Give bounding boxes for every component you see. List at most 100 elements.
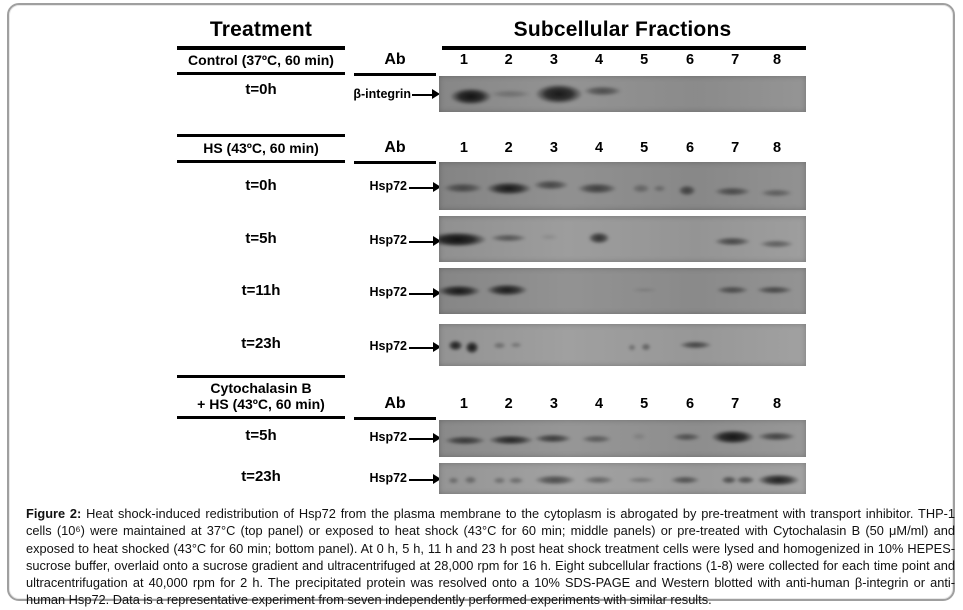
blot-hs-t5: [439, 216, 806, 262]
protein-band: [464, 340, 480, 354]
lane-number-4: 4: [594, 52, 604, 68]
figure-caption: Figure 2: Heat shock-induced redistribut…: [26, 505, 955, 609]
lane-number-3: 3: [549, 396, 558, 412]
protein-band: [463, 476, 477, 485]
lane-numbers-row-hs: 1 2 3 4 5 6 7 8: [439, 140, 806, 157]
ab-underline-hs: [354, 161, 436, 164]
protein-band: [631, 288, 658, 293]
hsp72-label-hs-t0: Hsp72: [369, 179, 407, 193]
protein-band: [716, 286, 750, 295]
protein-band: [714, 187, 751, 197]
blot-hs-t0: [439, 162, 806, 210]
protein-band: [627, 343, 636, 351]
blot-hs-t11: [439, 268, 806, 314]
protein-band: [485, 284, 528, 297]
protein-band: [535, 84, 583, 104]
protein-band: [736, 476, 755, 485]
lane-number-5: 5: [640, 52, 649, 68]
treatment-header-underline: [177, 46, 345, 50]
protein-band: [450, 88, 493, 106]
protein-band: [539, 233, 559, 240]
lane-number-6: 6: [685, 396, 695, 412]
hsp72-arrow-icon-hs-t0: [409, 182, 441, 192]
protein-band: [442, 183, 484, 194]
hs-label-underline: [177, 160, 345, 163]
lane-number-6: 6: [685, 140, 695, 156]
lane-number-7: 7: [731, 140, 740, 156]
protein-band: [641, 343, 652, 352]
hsp72-arrow-icon-hs-t23: [409, 342, 441, 352]
ab-header-hs: Ab: [384, 139, 406, 156]
ab-underline-control: [354, 73, 436, 76]
protein-band: [448, 476, 460, 484]
hsp72-arrow-icon-cyto-t23: [409, 474, 441, 484]
protein-band: [757, 474, 800, 487]
blot-hs-t23: [439, 324, 806, 366]
protein-band: [439, 285, 482, 297]
cyto-label-underline: [177, 416, 345, 419]
lane-number-7: 7: [731, 52, 740, 68]
hsp72-label-cyto-t23: Hsp72: [369, 471, 407, 485]
protein-band: [757, 432, 796, 442]
cyto-label-overline: [177, 375, 345, 378]
protein-band: [583, 476, 615, 485]
protein-band: [576, 182, 617, 194]
hsp72-arrow-icon-hs-t5: [409, 236, 441, 246]
cyto-t5-time-label: t=5h: [245, 427, 277, 444]
protein-band: [756, 286, 794, 295]
figure-caption-text: Heat shock-induced redistribution of Hsp…: [26, 506, 955, 608]
treatment-header: Treatment: [209, 18, 313, 41]
control-t0-time-label: t=0h: [245, 81, 277, 98]
protein-band: [448, 339, 463, 351]
protein-band: [672, 432, 702, 441]
ab-header-cyto: Ab: [384, 395, 406, 412]
lane-number-2: 2: [504, 140, 513, 156]
protein-band: [714, 236, 751, 246]
protein-band: [493, 476, 506, 484]
lane-number-5: 5: [640, 396, 649, 412]
cyto-treatment-label-line2: + HS (43ºC, 60 min): [197, 396, 325, 412]
hs-t23-time-label: t=23h: [241, 335, 281, 352]
hsp72-label-hs-t5: Hsp72: [369, 233, 407, 247]
protein-band: [493, 341, 506, 349]
figure-caption-label: Figure 2:: [26, 506, 82, 521]
beta-integrin-label: β-integrin: [353, 87, 411, 101]
hs-t5-time-label: t=5h: [245, 230, 277, 247]
fractions-header-underline: [442, 46, 806, 50]
protein-band: [679, 341, 713, 349]
protein-band: [760, 189, 794, 198]
lane-numbers-row-cyto: 1 2 3 4 5 6 7 8: [439, 396, 806, 413]
hsp72-arrow-icon-hs-t11: [409, 288, 441, 298]
cyto-treatment-label-line1: Cytochalasin B: [210, 380, 312, 396]
protein-band: [587, 232, 610, 245]
lane-number-2: 2: [504, 52, 513, 68]
protein-band: [677, 185, 696, 197]
ab-header-control: Ab: [384, 51, 406, 68]
protein-band: [533, 434, 573, 443]
hsp72-label-cyto-t5: Hsp72: [369, 430, 407, 444]
lane-number-7: 7: [731, 396, 740, 412]
protein-band: [581, 434, 613, 443]
protein-band: [631, 183, 651, 193]
protein-band: [439, 231, 487, 247]
lane-number-8: 8: [772, 140, 782, 156]
control-label-underline: [177, 72, 345, 75]
lane-number-1: 1: [459, 52, 468, 68]
protein-band: [627, 477, 655, 484]
protein-band: [490, 90, 531, 98]
beta-integrin-arrow-icon: [412, 89, 440, 99]
protein-band: [509, 342, 523, 348]
protein-band: [487, 435, 534, 446]
lane-number-4: 4: [594, 140, 604, 156]
protein-band: [490, 234, 528, 243]
protein-band: [533, 475, 576, 486]
protein-band: [710, 429, 755, 444]
blot-cyto-t23: [439, 463, 806, 494]
lane-number-1: 1: [459, 140, 468, 156]
hs-label-overline: [177, 134, 345, 137]
lane-number-3: 3: [549, 52, 558, 68]
hs-t0-time-label: t=0h: [245, 177, 277, 194]
lane-numbers-row-control: 1 2 3 4 5 6 7 8: [439, 52, 806, 69]
protein-band: [532, 180, 570, 191]
hsp72-label-hs-t11: Hsp72: [369, 285, 407, 299]
